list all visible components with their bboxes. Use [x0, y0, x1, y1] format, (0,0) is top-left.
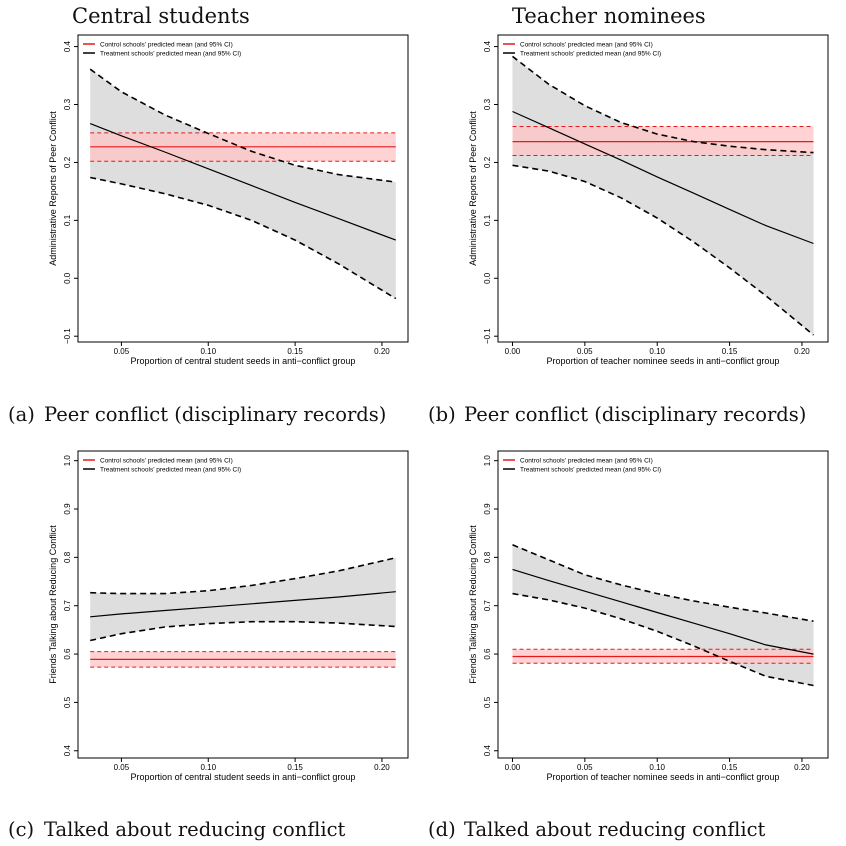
x-tick-label: 0.05: [114, 347, 130, 356]
y-tick-label: 0.7: [483, 600, 492, 612]
x-tick-label: 0.00: [505, 347, 521, 356]
treatment-ci-band: [513, 56, 814, 335]
x-tick-label: 0.15: [722, 347, 738, 356]
treatment-ci-band: [90, 558, 396, 641]
y-tick-label: 0.2: [63, 156, 72, 168]
caption-tag: (b): [428, 403, 464, 426]
x-axis-label: Proportion of teacher nominee seeds in a…: [547, 356, 780, 366]
legend-label-control: Control schools' predicted mean (and 95%…: [100, 42, 233, 49]
chart-panel-c: 0.05 0.10 0.15 0.20 Proportion of central st…: [40, 448, 420, 813]
caption-text: Peer conflict (disciplinary records): [464, 403, 806, 426]
y-axis-label: Friends Talking about Reducing Conflict: [468, 525, 478, 684]
caption-c: (c) Talked about reducing conflict: [8, 818, 345, 841]
y-axis-label: Administrative Reports of Peer Conflict: [468, 111, 478, 266]
caption-d: (d) Talked about reducing conflict: [428, 818, 765, 841]
x-axis-label: Proportion of central student seeds in a…: [131, 356, 356, 366]
x-tick-label: 0.10: [649, 347, 665, 356]
y-tick-label: 0.5: [63, 696, 72, 708]
caption-text: Peer conflict (disciplinary records): [44, 403, 386, 426]
chart-panel-b: 0.00 0.05 0.10 0.15 0.20 Proportion of teache…: [460, 32, 840, 397]
y-tick-label: 0.4: [483, 40, 492, 52]
chart-panel-a: 0.05 0.10 0.15 0.20 Proportion of central st…: [40, 32, 420, 397]
legend-label-control: Control schools' predicted mean (and 95%…: [520, 42, 653, 49]
y-tick-label: 0.1: [483, 214, 492, 226]
x-tick-label: 0.10: [649, 763, 665, 772]
y-tick-label: 0.4: [483, 745, 492, 757]
y-tick-label: 0.8: [483, 551, 492, 563]
treatment-ci-band: [513, 545, 814, 686]
caption-b: (b) Peer conflict (disciplinary records): [428, 403, 806, 426]
x-tick-label: 0.00: [505, 763, 521, 772]
x-tick-label: 0.20: [374, 347, 390, 356]
x-tick-label: 0.20: [374, 763, 390, 772]
caption-tag: (c): [8, 818, 44, 841]
y-tick-label: 0.5: [483, 696, 492, 708]
legend-label-treatment: Treatment schools' predicted mean (and 9…: [520, 51, 661, 58]
caption-text: Talked about reducing conflict: [464, 818, 765, 841]
y-tick-label: 0.0: [63, 272, 72, 284]
y-tick-label: −0.1: [63, 328, 72, 344]
y-tick-label: 0.7: [63, 600, 72, 612]
caption-tag: (d): [428, 818, 464, 841]
legend-label-control: Control schools' predicted mean (and 95%…: [100, 458, 233, 465]
y-tick-label: 0.6: [483, 648, 492, 660]
x-tick-label: 0.15: [287, 347, 303, 356]
x-tick-label: 0.10: [200, 347, 216, 356]
column-title-central-students: Central students: [72, 4, 250, 28]
chart-panel-d: 0.00 0.05 0.10 0.15 0.20 Proportion of teache…: [460, 448, 840, 813]
x-tick-label: 0.10: [200, 763, 216, 772]
legend-label-treatment: Treatment schools' predicted mean (and 9…: [520, 467, 661, 474]
y-tick-label: 0.8: [63, 551, 72, 563]
x-axis-label: Proportion of teacher nominee seeds in a…: [547, 772, 780, 782]
y-tick-label: 0.1: [63, 214, 72, 226]
y-tick-label: 1.0: [483, 455, 492, 467]
y-tick-label: 0.4: [63, 40, 72, 52]
x-tick-label: 0.05: [114, 763, 130, 772]
x-tick-label: 0.20: [794, 347, 810, 356]
y-tick-label: 0.9: [483, 503, 492, 515]
treatment-ci-band: [90, 69, 396, 298]
caption-a: (a) Peer conflict (disciplinary records): [8, 403, 386, 426]
y-axis-label: Administrative Reports of Peer Conflict: [48, 111, 58, 266]
y-tick-label: 0.2: [483, 156, 492, 168]
y-tick-label: 0.3: [63, 98, 72, 110]
x-tick-label: 0.15: [722, 763, 738, 772]
x-axis-label: Proportion of central student seeds in a…: [131, 772, 356, 782]
legend-label-treatment: Treatment schools' predicted mean (and 9…: [100, 51, 241, 58]
x-tick-label: 0.15: [287, 763, 303, 772]
x-tick-label: 0.05: [577, 347, 593, 356]
legend-label-treatment: Treatment schools' predicted mean (and 9…: [100, 467, 241, 474]
x-tick-label: 0.20: [794, 763, 810, 772]
y-tick-label: 0.9: [63, 503, 72, 515]
legend-label-control: Control schools' predicted mean (and 95%…: [520, 458, 653, 465]
caption-tag: (a): [8, 403, 44, 426]
x-tick-label: 0.05: [577, 763, 593, 772]
y-tick-label: −0.1: [483, 328, 492, 344]
y-tick-label: 0.0: [483, 272, 492, 284]
y-tick-label: 0.3: [483, 98, 492, 110]
y-tick-label: 0.4: [63, 745, 72, 757]
y-axis-label: Friends Talking about Reducing Conflict: [48, 525, 58, 684]
y-tick-label: 0.6: [63, 648, 72, 660]
y-tick-label: 1.0: [63, 455, 72, 467]
caption-text: Talked about reducing conflict: [44, 818, 345, 841]
column-title-teacher-nominees: Teacher nominees: [512, 4, 706, 28]
